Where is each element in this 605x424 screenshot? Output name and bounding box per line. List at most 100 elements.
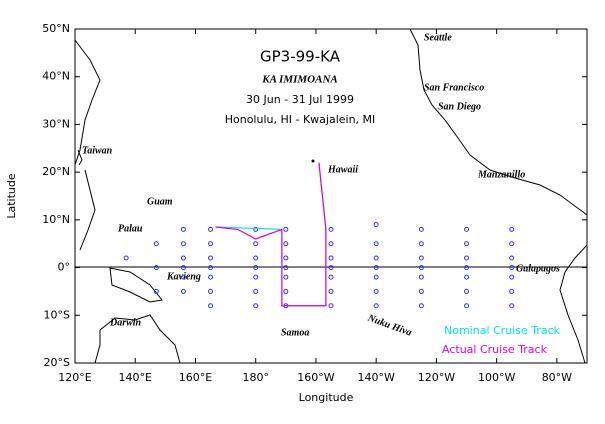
buoy (253, 265, 259, 271)
coast-south-america (559, 244, 588, 364)
buoy (509, 255, 515, 261)
buoy (418, 265, 424, 271)
place: Guam (147, 196, 173, 207)
coast-north-america (409, 28, 588, 216)
y-tick-label: 10°S (44, 308, 70, 321)
buoy (464, 274, 470, 280)
buoy (373, 265, 379, 271)
subtitle: KA IMIMOANA (261, 74, 338, 86)
x-tick-label: 120°E (58, 371, 91, 384)
y-tick-label: 20°S (44, 356, 70, 369)
buoy (464, 288, 470, 294)
buoy (328, 288, 334, 294)
cruise-track (215, 163, 327, 307)
buoy (283, 288, 289, 294)
y-tick-label: 20°N (42, 165, 70, 178)
legend-label: Actual Cruise Track (442, 343, 548, 356)
buoy (180, 255, 186, 261)
buoy (180, 241, 186, 247)
coast-new-guinea (109, 267, 163, 303)
buoy (208, 241, 214, 247)
x-tick-label: 140°E (119, 371, 152, 384)
buoy (328, 241, 334, 247)
buoy (509, 241, 515, 247)
buoy (153, 241, 159, 247)
buoy (208, 274, 214, 280)
buoy (509, 288, 515, 294)
place: Palau (118, 223, 143, 234)
buoy (328, 226, 334, 232)
buoy (153, 265, 159, 271)
place: Samoa (281, 327, 309, 338)
x-tick-label: 120°W (418, 371, 455, 384)
buoy (464, 303, 470, 309)
place: San Francisco (424, 82, 484, 93)
y-label: Latitude (5, 173, 18, 219)
buoy (153, 288, 159, 294)
buoy (418, 241, 424, 247)
place: San Diego (438, 101, 481, 112)
buoy (464, 241, 470, 247)
coast-australia (94, 314, 181, 364)
buoy (180, 226, 186, 232)
buoy (208, 288, 214, 294)
buoy (180, 265, 186, 271)
buoy (509, 303, 515, 309)
buoy (208, 255, 214, 261)
x-tick-label: 160°E (179, 371, 212, 384)
buoy (208, 226, 214, 232)
buoy (373, 303, 379, 309)
buoy (418, 274, 424, 280)
coast-asia (74, 39, 101, 251)
coastlines (74, 28, 588, 364)
place: Manzanillo (477, 169, 525, 180)
buoy (373, 274, 379, 280)
buoy (464, 255, 470, 261)
x-tick-label: 100°W (478, 371, 515, 384)
legend-label: Nominal Cruise Track (444, 324, 561, 337)
buoy (123, 255, 129, 261)
buoy (464, 226, 470, 232)
frame (74, 28, 588, 364)
buoy (418, 226, 424, 232)
dates: 30 Jun - 31 Jul 1999 (246, 93, 354, 106)
buoy (283, 265, 289, 271)
x-tick-label: 180° (242, 371, 269, 384)
buoy (180, 274, 186, 280)
y-tick-label: 30°N (42, 117, 70, 130)
buoy (328, 265, 334, 271)
hawaii-dot (311, 159, 315, 163)
buoy (509, 226, 515, 232)
buoy (253, 255, 259, 261)
place: Galapagos (516, 263, 560, 274)
buoy (418, 255, 424, 261)
buoy (283, 255, 289, 261)
buoy (418, 288, 424, 294)
buoy (328, 274, 334, 280)
x-label: Longitude (299, 391, 354, 404)
buoy (208, 303, 214, 309)
buoy (464, 265, 470, 271)
buoy (373, 241, 379, 247)
cruise-track (215, 162, 327, 307)
buoy (283, 241, 289, 247)
place: Taiwan (82, 145, 113, 156)
buoy (509, 265, 515, 271)
buoy (373, 222, 379, 228)
x-tick-label: 160°W (297, 371, 334, 384)
place: Seattle (424, 32, 452, 43)
place: Nuku Hiva (365, 312, 413, 338)
x-tick-label: 140°W (357, 371, 394, 384)
x-tick-label: 80°W (542, 371, 572, 384)
buoy (208, 265, 214, 271)
y-tick-label: 50°N (42, 22, 70, 35)
place: Kavieng (166, 271, 201, 282)
buoy (328, 255, 334, 261)
title: GP3-99-KA (260, 48, 341, 66)
y-tick-label: 0° (58, 261, 71, 274)
buoy (373, 255, 379, 261)
buoy (373, 288, 379, 294)
buoy (509, 274, 515, 280)
